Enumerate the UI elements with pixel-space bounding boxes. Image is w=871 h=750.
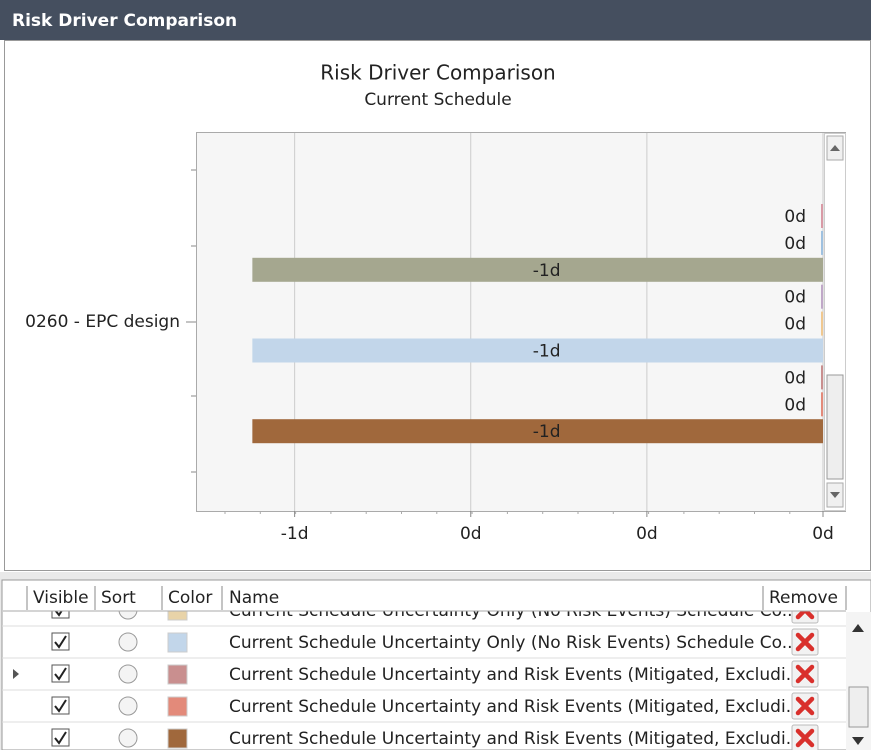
column-header[interactable]: Visible	[33, 588, 89, 608]
x-tick-label: 0d	[636, 524, 658, 544]
panel-header	[0, 0, 871, 40]
column-header[interactable]: Color	[168, 588, 212, 608]
remove-icon	[795, 664, 815, 684]
remove-icon	[795, 728, 815, 748]
remove-icon	[795, 632, 815, 652]
y-tick-label: 0260 - EPC design	[25, 312, 180, 332]
arrow	[852, 624, 864, 632]
column-header[interactable]: Sort	[101, 588, 136, 608]
x-tick-label: 0d	[812, 524, 834, 544]
radio[interactable]	[118, 664, 138, 684]
value-label: 0d	[784, 395, 806, 415]
scroll-thumb[interactable]	[826, 374, 844, 480]
bar	[821, 311, 823, 336]
value-label: 0d	[784, 368, 806, 388]
bar	[821, 230, 823, 255]
plot-area	[196, 132, 846, 512]
bar	[821, 392, 823, 417]
bar	[252, 257, 823, 282]
bar	[252, 338, 823, 363]
checkbox[interactable]	[51, 632, 70, 651]
row-name: Current Schedule Uncertainty and Risk Ev…	[229, 665, 802, 685]
checkmark	[54, 611, 63, 617]
remove-icon	[795, 611, 815, 620]
rows: Current Schedule Uncertainty Only (No Ri…	[2, 601, 846, 750]
chart-title: Risk Driver Comparison	[320, 61, 555, 85]
checkmark	[54, 699, 67, 713]
remove-icon	[795, 696, 815, 716]
color-swatch[interactable]	[167, 632, 188, 653]
column-header[interactable]: Remove	[769, 588, 838, 608]
arrow	[830, 492, 840, 498]
value-label: -1d	[533, 342, 561, 362]
checkbox[interactable]	[51, 728, 70, 747]
table-layer: Current Schedule Uncertainty Only (No Ri…	[2, 584, 847, 750]
color-swatch[interactable]	[167, 664, 188, 685]
table-header	[3, 584, 846, 611]
checkmark	[54, 635, 67, 649]
chart-layer: -1d 0d 0d 0d 0260 - EPC design 0d 0d -1d 0d 0d -1d…	[25, 133, 834, 544]
bar	[252, 419, 823, 444]
chart-subtitle: Current Schedule	[364, 90, 511, 110]
radio[interactable]	[118, 632, 138, 652]
value-label: -1d	[533, 422, 561, 442]
checkbox[interactable]	[51, 696, 70, 715]
arrow	[830, 145, 840, 151]
row-name: Current Schedule Uncertainty and Risk Ev…	[229, 729, 802, 749]
checkmark	[54, 731, 67, 745]
value-label: -1d	[533, 261, 561, 281]
radio[interactable]	[118, 601, 138, 620]
table-scrollbar[interactable]	[846, 612, 871, 750]
row-name: Current Schedule Uncertainty Only (No Ri…	[229, 601, 798, 621]
x-tick-label: -1d	[281, 524, 309, 544]
value-label: 0d	[784, 315, 806, 335]
radio[interactable]	[118, 696, 138, 716]
bar	[821, 204, 823, 228]
checkmark	[54, 667, 67, 681]
radio[interactable]	[118, 728, 138, 748]
row-indicator	[13, 669, 19, 679]
panel-title: Risk Driver Comparison	[12, 11, 237, 31]
column-header[interactable]: Name	[229, 588, 279, 608]
row-name: Current Schedule Uncertainty Only (No Ri…	[229, 633, 798, 653]
value-label: 0d	[784, 234, 806, 254]
row-name: Current Schedule Uncertainty and Risk Ev…	[229, 697, 802, 717]
checkbox[interactable]	[51, 664, 70, 683]
value-label: 0d	[784, 207, 806, 227]
value-label: 0d	[784, 288, 806, 308]
color-swatch[interactable]	[167, 728, 188, 749]
bar	[821, 365, 823, 390]
bar	[821, 284, 823, 309]
color-swatch[interactable]	[167, 696, 188, 717]
scroll-thumb[interactable]	[848, 686, 869, 728]
arrow	[852, 737, 864, 745]
x-tick-label: 0d	[460, 524, 482, 544]
color-swatch[interactable]	[167, 601, 188, 621]
